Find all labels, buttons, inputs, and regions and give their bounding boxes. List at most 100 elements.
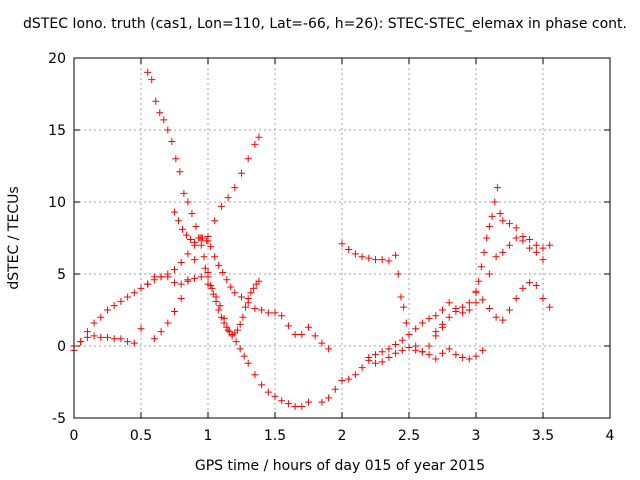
data-point [512, 234, 520, 242]
data-point [148, 76, 156, 84]
data-point [177, 280, 185, 288]
data-series [365, 342, 487, 367]
data-series [201, 264, 263, 338]
data-point [298, 330, 306, 338]
data-point [258, 306, 266, 314]
data-point [491, 198, 499, 206]
data-point [172, 155, 180, 163]
data-point [365, 354, 373, 362]
data-point [331, 385, 339, 393]
data-point [358, 364, 366, 372]
data-point [532, 248, 540, 256]
data-point [179, 225, 187, 233]
data-point [191, 256, 199, 264]
y-tick-label: 5 [57, 267, 66, 283]
data-point [392, 251, 400, 259]
data-point [439, 306, 446, 314]
data-point [177, 294, 185, 302]
data-point [164, 319, 172, 327]
data-point [171, 279, 178, 287]
data-point [197, 273, 205, 281]
data-point [197, 241, 205, 249]
data-point [485, 270, 493, 278]
data-point [168, 138, 176, 146]
data-point [338, 377, 346, 385]
data-point [203, 237, 211, 245]
data-point [358, 253, 366, 261]
data-point [239, 313, 247, 321]
data-point [405, 330, 413, 338]
data-series [338, 240, 446, 356]
data-point [255, 277, 263, 285]
data-point [160, 116, 168, 124]
data-point [150, 276, 158, 284]
data-series [318, 299, 480, 406]
data-point [425, 315, 433, 323]
data-point [506, 306, 513, 314]
data-series [144, 68, 312, 410]
data-point [117, 297, 125, 305]
y-tick-label: 15 [48, 123, 66, 139]
data-point [216, 302, 224, 310]
data-point [445, 313, 453, 321]
data-point [278, 397, 286, 405]
data-point [199, 234, 207, 242]
data-point [519, 284, 527, 292]
data-point [211, 217, 219, 225]
data-point [345, 375, 353, 383]
data-point [546, 241, 554, 249]
data-point [209, 290, 217, 298]
data-point [298, 402, 306, 410]
data-point [231, 184, 239, 192]
data-point [150, 335, 158, 343]
data-point [385, 354, 393, 362]
data-point [439, 320, 446, 328]
data-point [211, 253, 219, 261]
data-point [157, 273, 165, 281]
data-point [472, 299, 480, 307]
data-point [445, 345, 453, 353]
data-point [345, 246, 353, 254]
data-point [157, 328, 165, 336]
data-point [156, 109, 164, 117]
data-point [236, 345, 244, 353]
data-point [171, 266, 178, 274]
data-point [232, 338, 240, 346]
data-point [492, 313, 500, 321]
data-point [305, 398, 312, 406]
data-point [187, 235, 195, 243]
data-point [488, 212, 496, 220]
data-point [452, 307, 460, 315]
data-point [110, 335, 118, 343]
data-point [264, 309, 272, 317]
data-point [418, 348, 426, 356]
data-point [258, 381, 266, 389]
data-point [425, 351, 433, 359]
data-point [144, 68, 152, 76]
data-point [188, 210, 196, 218]
data-point [171, 307, 178, 315]
x-tick-label: 4 [606, 428, 615, 444]
data-point [201, 264, 209, 272]
data-point [204, 233, 212, 241]
data-point [271, 392, 279, 400]
data-point [255, 133, 263, 141]
data-series [150, 133, 263, 343]
data-point [325, 394, 333, 402]
data-point [475, 277, 483, 285]
data-series [432, 184, 554, 336]
data-point [264, 388, 272, 396]
data-point [217, 313, 225, 321]
data-point [250, 284, 258, 292]
data-point [479, 296, 487, 304]
data-point [191, 238, 199, 246]
data-point [219, 269, 227, 277]
data-series [485, 234, 547, 278]
data-point [164, 126, 172, 134]
data-point [238, 169, 245, 177]
data-point [207, 243, 215, 251]
data-point [171, 208, 178, 216]
data-point [97, 313, 105, 321]
data-point [236, 320, 244, 328]
